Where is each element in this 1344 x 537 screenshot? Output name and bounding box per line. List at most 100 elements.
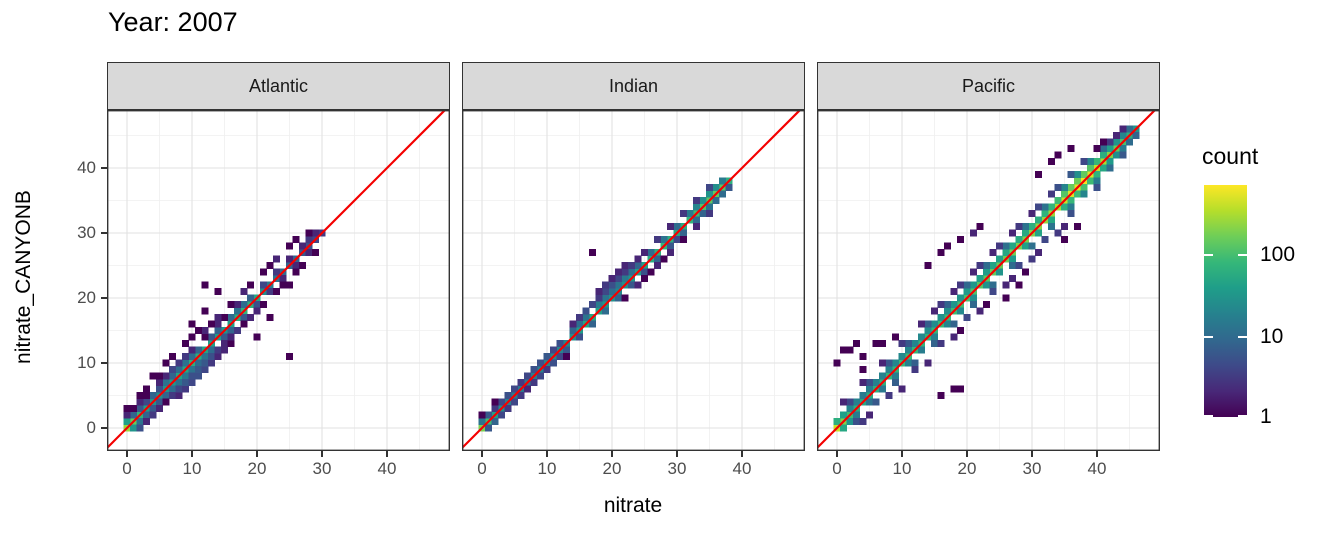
bin2d-cell — [654, 262, 661, 269]
bin2d-cell — [950, 288, 958, 295]
bin2d-cell — [201, 327, 209, 334]
bin2d-cell — [918, 333, 925, 341]
bin2d-cell — [996, 242, 1003, 250]
bin2d-cell — [240, 288, 248, 295]
bin2d-cell — [621, 262, 629, 269]
bin2d-cell — [1061, 184, 1068, 191]
bin2d-cell — [1022, 223, 1029, 230]
legend-tick-mark — [1238, 254, 1247, 256]
y-tick-mark — [101, 232, 107, 234]
bin2d-cell — [169, 392, 176, 399]
bin2d-cell — [654, 255, 661, 263]
bin2d-cell — [1028, 242, 1036, 250]
bin2d-cell — [667, 223, 674, 230]
bin2d-cell — [654, 236, 661, 243]
x-tick-mark — [1031, 451, 1033, 457]
bin2d-cell — [680, 236, 687, 243]
bin2d-cell — [1100, 151, 1107, 159]
bin2d-cell — [556, 353, 564, 360]
bin2d-cell — [589, 249, 596, 256]
bin2d-cell — [1106, 164, 1114, 172]
bin2d-cell — [201, 359, 209, 367]
bin2d-cell — [647, 268, 655, 276]
x-tick-label: 40 — [1087, 459, 1107, 478]
bin2d-cell — [143, 418, 150, 425]
bin2d-cell — [569, 327, 577, 334]
bin2d-cell — [950, 320, 958, 328]
x-tick-mark — [901, 451, 903, 457]
bin2d-cell — [892, 372, 899, 380]
bin2d-cell — [1113, 151, 1120, 159]
bin2d-cell — [680, 229, 687, 237]
bin2d-cell — [1048, 216, 1055, 224]
bin2d-cell — [608, 288, 616, 295]
bin2d-cell — [905, 346, 912, 354]
bin2d-cell — [621, 268, 629, 276]
bin2d-cell — [537, 359, 544, 367]
facet-strip-indian: Indian — [462, 62, 805, 110]
legend-tick-mark — [1204, 336, 1213, 338]
y-tick-label: 20 — [77, 288, 96, 307]
bin2d-cell — [621, 294, 629, 302]
bin2d-cell — [872, 379, 880, 386]
bin2d-cell — [859, 379, 867, 386]
bin2d-cell — [879, 372, 886, 380]
bin2d-cell — [175, 379, 183, 386]
bin2d-cell — [957, 236, 964, 243]
bin2d-cell — [963, 314, 971, 321]
bin2d-cell — [1002, 249, 1010, 256]
bin2d-cell — [957, 294, 964, 302]
bin2d-cell — [1041, 203, 1049, 211]
bin2d-cell — [260, 268, 267, 276]
bin2d-cell — [1054, 184, 1062, 191]
bin2d-cell — [156, 379, 163, 386]
legend-label-10: 10 — [1260, 325, 1284, 348]
bin2d-cell — [576, 333, 583, 341]
bin2d-cell — [195, 346, 202, 354]
bin2d-cell — [686, 210, 694, 217]
bin2d-cell — [543, 353, 551, 360]
bin2d-cell — [853, 340, 860, 347]
bin2d-cell — [1048, 223, 1055, 230]
bin2d-cell — [595, 288, 603, 295]
bin2d-cell — [885, 366, 893, 373]
bin2d-cell — [136, 398, 144, 406]
bin2d-cell — [312, 249, 319, 256]
bin2d-cell — [1002, 281, 1010, 289]
bin2d-cell — [615, 268, 622, 276]
x-tick-mark — [321, 451, 323, 457]
bin2d-cell — [195, 372, 202, 380]
bin2d-cell — [162, 379, 170, 386]
x-tick-label: 10 — [182, 459, 202, 478]
bin2d-cell — [911, 366, 919, 373]
legend-colorbar — [1204, 185, 1247, 417]
bin2d-cell — [1100, 164, 1107, 172]
facet-strip-label: Indian — [608, 75, 659, 96]
legend-tick-mark — [1238, 336, 1247, 338]
bin2d-cell — [253, 301, 261, 308]
bin2d-cell — [1093, 184, 1101, 191]
bin2d-cell — [130, 424, 137, 432]
bin2d-cell — [866, 385, 873, 393]
bin2d-cell — [1087, 158, 1094, 165]
y-tick-label: 0 — [86, 418, 96, 437]
bin2d-cell — [595, 294, 603, 302]
bin2d-cell — [195, 327, 202, 334]
bin2d-cell — [485, 424, 492, 432]
bin2d-cell — [693, 223, 700, 230]
x-tick-label: 10 — [892, 459, 912, 478]
y-tick-label: 40 — [77, 158, 96, 177]
bin2d-cell — [582, 314, 590, 321]
bin2d-cell — [634, 255, 642, 263]
bin2d-cell — [615, 275, 622, 282]
bin2d-cell — [924, 359, 932, 367]
bin2d-cell — [292, 262, 300, 269]
bin2d-cell — [1126, 138, 1133, 146]
bin2d-cell — [1009, 275, 1016, 282]
bin2d-cell — [615, 281, 622, 289]
bin2d-cell — [169, 366, 176, 373]
bin2d-cell — [1067, 203, 1075, 211]
bin2d-cell — [608, 281, 616, 289]
bin2d-cell — [846, 418, 854, 425]
bin2d-cell — [1113, 138, 1120, 146]
